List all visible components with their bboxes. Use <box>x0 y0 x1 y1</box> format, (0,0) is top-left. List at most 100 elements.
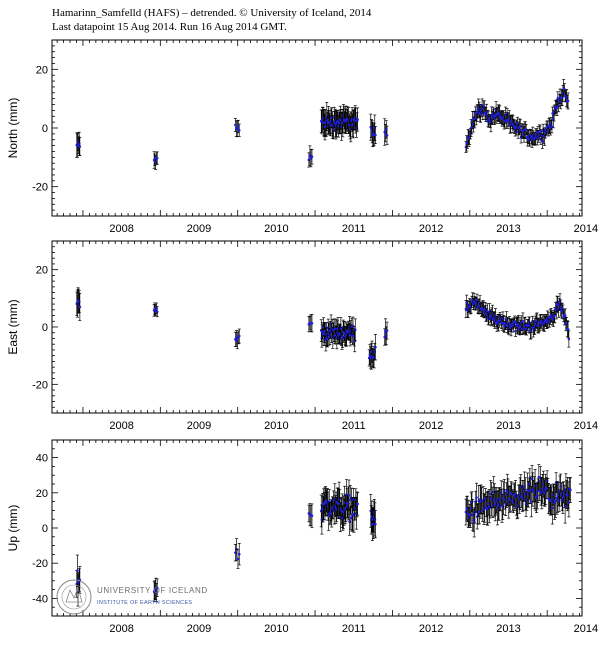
logo-institute-name: INSTITUTE OF EARTH SCIENCES <box>97 600 192 606</box>
east-x-tick-label: 2013 <box>496 420 520 432</box>
east-data <box>75 287 571 370</box>
data-point <box>347 494 351 497</box>
east-x-tick-label: 2012 <box>419 420 443 432</box>
east-panel: 2008 2009 2010 2011 2012 2013 2014 -20 0 20 East (… <box>6 240 598 432</box>
data-point <box>155 586 159 590</box>
north-x-tick-label: 2010 <box>264 223 288 235</box>
north-data <box>75 79 570 170</box>
east-y-axis-title: East (mm) <box>6 299 20 354</box>
up-x-tick-label: 2008 <box>109 623 133 635</box>
data-point <box>237 128 241 132</box>
data-point <box>310 514 314 518</box>
east-x-tick-label: 2009 <box>187 420 211 432</box>
up-x-tick-label: 2010 <box>264 623 288 635</box>
data-point <box>78 145 82 148</box>
data-point <box>356 502 359 506</box>
data-point <box>308 154 312 158</box>
data-point <box>537 475 541 479</box>
data-point <box>514 329 517 333</box>
data-point <box>538 129 542 133</box>
up-x-tick-label: 2009 <box>187 623 211 635</box>
north-y-axis-title: North (mm) <box>6 98 20 159</box>
data-point <box>353 328 357 332</box>
up-y-tick-label: 20 <box>36 488 48 500</box>
data-point <box>349 516 353 520</box>
north-x-tick-label: 2013 <box>496 223 520 235</box>
data-point <box>76 569 79 572</box>
north-x-tick-label: 2012 <box>419 223 443 235</box>
up-y-axis-title: Up (mm) <box>6 505 20 552</box>
data-point <box>332 128 335 132</box>
data-point <box>551 506 554 510</box>
data-point <box>516 122 519 125</box>
north-y-tick-label: 20 <box>36 64 48 76</box>
chart-subtitle: Last datapoint 15 Aug 2014. Run 16 Aug 2… <box>52 21 287 33</box>
data-point <box>480 104 484 107</box>
up-y-tick-label: -20 <box>32 558 48 570</box>
up-x-tick-label: 2012 <box>419 623 443 635</box>
data-point <box>374 345 377 349</box>
data-point <box>237 552 241 556</box>
east-y-tick-label: 0 <box>42 322 48 334</box>
data-point <box>307 158 311 162</box>
east-x-tick-label: 2010 <box>264 420 288 432</box>
data-point <box>385 134 389 137</box>
data-point <box>513 319 517 323</box>
data-point <box>234 551 237 554</box>
east-x-tick-label: 2008 <box>109 420 133 432</box>
data-point <box>550 125 554 128</box>
data-point <box>310 155 314 159</box>
north-x-tick-label: 2009 <box>187 223 211 235</box>
data-point <box>237 334 241 338</box>
north-x-tick-label: 2014 <box>574 223 598 235</box>
up-x-tick-label: 2014 <box>574 623 598 635</box>
data-point <box>563 314 567 317</box>
data-point <box>310 321 314 325</box>
data-point <box>78 305 82 309</box>
north-x-tick-label: 2008 <box>109 223 133 235</box>
up-y-tick-label: 0 <box>42 523 48 535</box>
data-point <box>521 320 525 323</box>
data-point <box>356 118 359 121</box>
data-point <box>563 504 567 508</box>
data-point <box>566 328 570 331</box>
up-x-tick-label: 2013 <box>496 623 520 635</box>
up-y-tick-label: 40 <box>36 453 48 465</box>
data-point <box>566 99 570 103</box>
data-point <box>563 87 566 91</box>
data-point <box>385 329 389 332</box>
data-point <box>236 557 240 561</box>
data-point <box>327 514 330 518</box>
up-data <box>75 464 572 607</box>
north-y-tick-label: -20 <box>32 182 48 194</box>
data-point <box>373 518 377 521</box>
data-point <box>374 133 377 137</box>
seal-emblem <box>65 586 83 603</box>
data-point <box>155 156 159 160</box>
data-point <box>567 501 571 504</box>
north-y-tick-label: 0 <box>42 123 48 135</box>
data-point <box>486 310 489 313</box>
data-point <box>519 124 522 128</box>
data-point <box>567 337 571 341</box>
chart-title: Hamarinn_Samfelld (HAFS) – detrended. © … <box>52 7 372 19</box>
data-point <box>374 522 377 526</box>
north-panel: 2008 2009 2010 2011 2012 2013 2014 -20 0 20 North … <box>6 39 598 235</box>
up-x-tick-label: 2011 <box>342 623 366 635</box>
east-x-tick-label: 2011 <box>342 420 366 432</box>
up-y-tick-label: -40 <box>32 593 48 605</box>
logo-university-name: UNIVERSITY OF ICELAND <box>97 586 208 595</box>
east-x-tick-label: 2014 <box>574 420 598 432</box>
east-y-tick-label: 20 <box>36 265 48 277</box>
data-point <box>341 335 344 339</box>
data-point <box>554 499 557 503</box>
data-point <box>541 140 544 143</box>
data-point <box>530 500 533 503</box>
data-point <box>556 97 560 100</box>
seal-inner-ring <box>61 584 87 610</box>
east-y-tick-label: -20 <box>32 379 48 391</box>
north-plot-frame <box>51 39 583 217</box>
data-point <box>569 488 572 492</box>
north-x-tick-label: 2011 <box>342 223 366 235</box>
